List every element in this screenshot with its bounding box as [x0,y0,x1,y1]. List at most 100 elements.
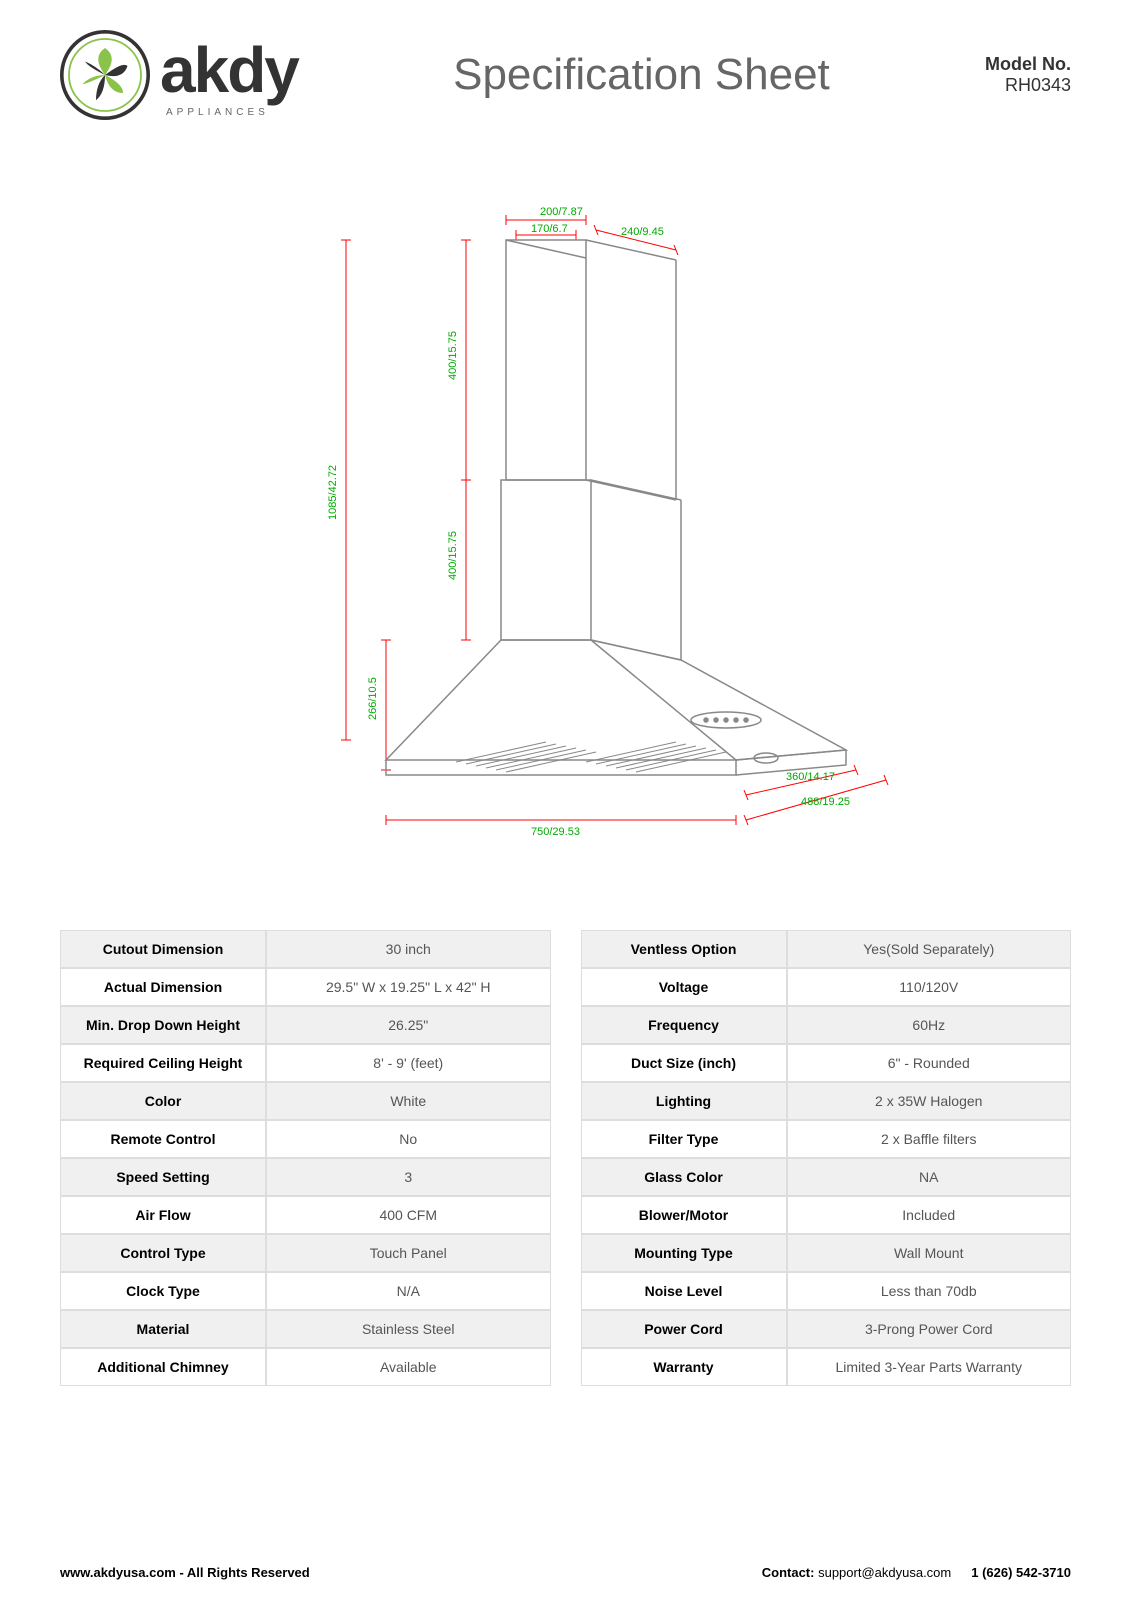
spec-label: Min. Drop Down Height [60,1006,266,1044]
table-row: Ventless OptionYes(Sold Separately) [581,930,1072,968]
spec-label: Power Cord [581,1310,787,1348]
spec-label: Color [60,1082,266,1120]
spec-value: 2 x 35W Halogen [787,1082,1072,1120]
brand-logo: akdy APPLIANCES [60,30,298,120]
table-row: Remote ControlNo [60,1120,551,1158]
spec-value: 6" - Rounded [787,1044,1072,1082]
spec-value: 2 x Baffle filters [787,1120,1072,1158]
spec-label: Air Flow [60,1196,266,1234]
spec-label: Filter Type [581,1120,787,1158]
footer-phone: 1 (626) 542-3710 [971,1565,1071,1580]
spec-label: Blower/Motor [581,1196,787,1234]
spec-label: Lighting [581,1082,787,1120]
spec-value: 3 [266,1158,551,1196]
spec-label: Duct Size (inch) [581,1044,787,1082]
spec-label: Clock Type [60,1272,266,1310]
spec-value: 26.25" [266,1006,551,1044]
table-row: Speed Setting3 [60,1158,551,1196]
model-info: Model No. RH0343 [985,54,1071,96]
page-title: Specification Sheet [453,50,830,100]
table-row: Blower/MotorIncluded [581,1196,1072,1234]
table-row: Min. Drop Down Height26.25" [60,1006,551,1044]
footer-contact-label: Contact: [762,1565,815,1580]
dim-total-height: 1085/42.72 [327,465,339,520]
dim-upper-chimney: 400/15.75 [447,331,459,380]
table-row: Glass ColorNA [581,1158,1072,1196]
brand-name: akdy [160,34,298,106]
dim-top-depth: 240/9.45 [621,226,664,238]
spec-value: 60Hz [787,1006,1072,1044]
table-row: Power Cord3-Prong Power Cord [581,1310,1072,1348]
spec-value: Limited 3-Year Parts Warranty [787,1348,1072,1386]
table-row: Voltage110/120V [581,968,1072,1006]
spec-table-left: Cutout Dimension30 inchActual Dimension2… [60,930,551,1386]
spec-label: Warranty [581,1348,787,1386]
spec-label: Glass Color [581,1158,787,1196]
dim-top-inner: 170/6.7 [531,223,568,235]
spec-value: Less than 70db [787,1272,1072,1310]
spec-value: 400 CFM [266,1196,551,1234]
spec-label: Ventless Option [581,930,787,968]
table-row: Actual Dimension29.5" W x 19.25" L x 42"… [60,968,551,1006]
dim-top-outer: 200/7.87 [540,206,583,218]
spec-value: NA [787,1158,1072,1196]
spec-label: Voltage [581,968,787,1006]
table-row: WarrantyLimited 3-Year Parts Warranty [581,1348,1072,1386]
page-header: akdy APPLIANCES Specification Sheet Mode… [0,0,1131,140]
table-row: Control TypeTouch Panel [60,1234,551,1272]
spec-label: Frequency [581,1006,787,1044]
footer-contact: Contact: support@akdyusa.com 1 (626) 542… [762,1565,1071,1580]
spec-tables: Cutout Dimension30 inchActual Dimension2… [0,930,1131,1386]
spec-label: Speed Setting [60,1158,266,1196]
dim-depth-total: 488/19.25 [801,796,850,808]
spec-label: Actual Dimension [60,968,266,1006]
technical-diagram: 200/7.87 170/6.7 240/9.45 400/15.75 400/… [206,180,926,900]
spec-value: Included [787,1196,1072,1234]
spec-value: 110/120V [787,968,1072,1006]
spec-table-right: Ventless OptionYes(Sold Separately)Volta… [581,930,1072,1386]
brand-subtitle: APPLIANCES [166,107,298,118]
spec-label: Control Type [60,1234,266,1272]
table-row: Required Ceiling Height8' - 9' (feet) [60,1044,551,1082]
spec-label: Additional Chimney [60,1348,266,1386]
page-footer: www.akdyusa.com - All Rights Reserved Co… [0,1565,1131,1580]
model-label: Model No. [985,54,1071,75]
spec-value: 30 inch [266,930,551,968]
spec-label: Mounting Type [581,1234,787,1272]
table-row: ColorWhite [60,1082,551,1120]
spec-label: Material [60,1310,266,1348]
table-row: Cutout Dimension30 inch [60,930,551,968]
spec-value: N/A [266,1272,551,1310]
spec-label: Required Ceiling Height [60,1044,266,1082]
footer-copyright: www.akdyusa.com - All Rights Reserved [60,1565,310,1580]
dim-base-width: 750/29.53 [531,826,580,838]
spec-label: Remote Control [60,1120,266,1158]
spec-value: Yes(Sold Separately) [787,930,1072,968]
spec-value: Stainless Steel [266,1310,551,1348]
spec-value: Available [266,1348,551,1386]
table-row: Air Flow400 CFM [60,1196,551,1234]
dim-lower-chimney: 400/15.75 [447,531,459,580]
spec-value: 3-Prong Power Cord [787,1310,1072,1348]
spec-value: No [266,1120,551,1158]
akdy-logo-icon [60,30,150,120]
spec-label: Cutout Dimension [60,930,266,968]
spec-value: 29.5" W x 19.25" L x 42" H [266,968,551,1006]
spec-value: White [266,1082,551,1120]
footer-email: support@akdyusa.com [818,1565,951,1580]
table-row: Filter Type2 x Baffle filters [581,1120,1072,1158]
table-row: MaterialStainless Steel [60,1310,551,1348]
model-number: RH0343 [985,75,1071,96]
dim-depth-front: 360/14.17 [786,771,835,783]
spec-value: Wall Mount [787,1234,1072,1272]
table-row: Additional ChimneyAvailable [60,1348,551,1386]
table-row: Mounting TypeWall Mount [581,1234,1072,1272]
table-row: Noise LevelLess than 70db [581,1272,1072,1310]
spec-label: Noise Level [581,1272,787,1310]
table-row: Frequency60Hz [581,1006,1072,1044]
table-row: Lighting2 x 35W Halogen [581,1082,1072,1120]
dim-hood-height: 266/10.5 [367,677,379,720]
table-row: Duct Size (inch)6" - Rounded [581,1044,1072,1082]
table-row: Clock TypeN/A [60,1272,551,1310]
technical-diagram-container: 200/7.87 170/6.7 240/9.45 400/15.75 400/… [0,140,1131,930]
